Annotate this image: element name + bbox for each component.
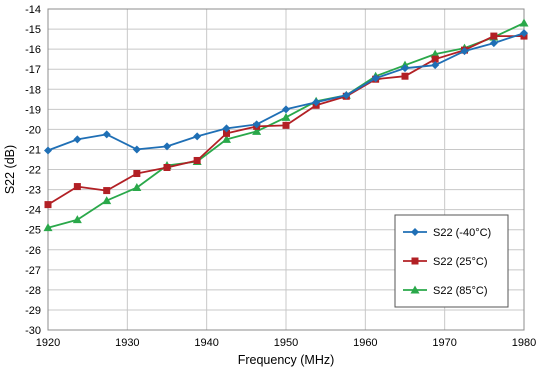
- y-tick-label: -22: [25, 165, 41, 177]
- data-point: [133, 170, 141, 178]
- data-point: [44, 201, 52, 209]
- data-point: [132, 145, 141, 154]
- x-tick-label: 1920: [36, 337, 60, 349]
- x-tick-label: 1950: [274, 337, 298, 349]
- data-point: [342, 91, 351, 100]
- data-point: [282, 121, 290, 129]
- y-tick-label: -16: [25, 44, 41, 56]
- legend-label: S22 (85°C): [433, 285, 488, 297]
- y-axis-title: S22 (dB): [3, 145, 17, 194]
- data-point: [312, 98, 321, 107]
- data-point: [222, 124, 231, 133]
- data-point: [490, 32, 498, 40]
- legend-item: S22 (25°C): [403, 256, 488, 268]
- y-tick-label: -25: [25, 225, 41, 237]
- legend: S22 (-40°C) S22 (25°C) S22 (85°C): [394, 214, 509, 308]
- x-tick-label: 1940: [194, 337, 218, 349]
- data-point: [460, 47, 469, 56]
- y-tick-label: -24: [25, 205, 41, 217]
- data-point: [252, 126, 262, 135]
- y-tick-label: -23: [25, 185, 41, 197]
- x-tick-label: 1930: [115, 337, 139, 349]
- data-point: [431, 61, 440, 70]
- y-tick-label: -27: [25, 265, 41, 277]
- y-tick-label: -28: [25, 285, 41, 297]
- data-point: [132, 183, 142, 192]
- y-tick-label: -15: [25, 24, 41, 36]
- data-point: [223, 129, 230, 137]
- data-point: [519, 18, 529, 27]
- data-point: [222, 134, 231, 143]
- legend-marker: [411, 228, 419, 236]
- data-point: [193, 156, 201, 164]
- data-point: [43, 223, 53, 232]
- y-tick-label: -17: [25, 64, 41, 76]
- series-1: [44, 29, 528, 155]
- data-point: [371, 74, 380, 83]
- data-point: [282, 105, 290, 114]
- data-point: [44, 146, 52, 155]
- y-tick-label: -19: [25, 104, 41, 116]
- x-tick-label: 1960: [353, 337, 377, 349]
- data-point: [73, 135, 82, 144]
- x-axis-title: Frequency (MHz): [238, 353, 335, 367]
- data-point: [103, 187, 111, 195]
- y-tick-label: -18: [25, 84, 41, 96]
- data-point: [520, 29, 528, 38]
- data-point: [430, 49, 440, 58]
- x-tick-label: 1980: [512, 337, 536, 349]
- data-point: [252, 120, 261, 129]
- y-tick-label: -20: [25, 124, 41, 136]
- legend-label: S22 (25°C): [433, 256, 488, 268]
- data-point: [193, 132, 202, 141]
- data-point: [72, 215, 82, 224]
- y-tick-label: -30: [25, 325, 41, 337]
- data-point: [102, 196, 112, 205]
- data-point: [401, 64, 409, 73]
- legend-marker: [411, 257, 419, 265]
- data-point: [431, 55, 439, 63]
- y-tick-label: -29: [25, 305, 41, 317]
- legend-marker: [410, 285, 420, 294]
- legend-item: S22 (85°C): [403, 285, 488, 297]
- legend-label: S22 (-40°C): [433, 227, 491, 239]
- x-tick-label: 1970: [432, 337, 456, 349]
- legend-item: S22 (-40°C): [403, 227, 491, 239]
- data-point: [401, 72, 409, 80]
- data-point: [489, 39, 498, 48]
- data-point: [73, 183, 81, 191]
- y-tick-label: -21: [25, 144, 41, 156]
- data-point: [281, 112, 291, 121]
- plot-border: [47, 8, 525, 331]
- data-point: [163, 163, 171, 171]
- data-point: [102, 130, 111, 139]
- data-point: [163, 142, 171, 151]
- y-tick-label: -14: [25, 4, 41, 16]
- y-tick-label: -26: [25, 245, 41, 257]
